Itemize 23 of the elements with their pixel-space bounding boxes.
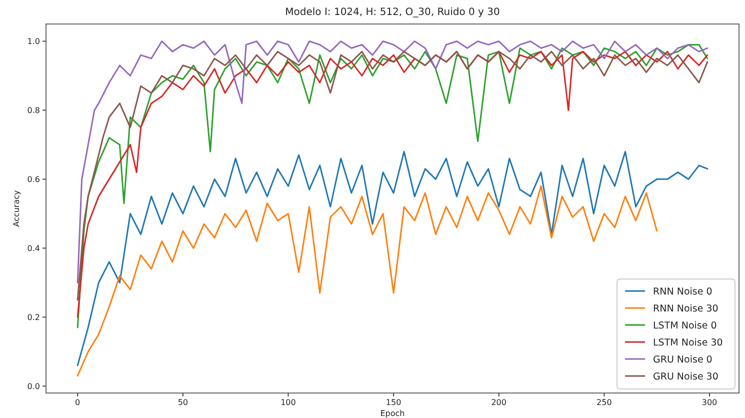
chart-title: Modelo I: 1024, H: 512, O_30, Ruido 0 y 30 <box>285 7 500 18</box>
x-tick-label: 50 <box>178 398 188 407</box>
x-tick-label: 250 <box>596 398 612 407</box>
x-axis-title: Epoch <box>380 409 405 418</box>
y-tick-label: 0.6 <box>27 175 40 184</box>
y-tick-label: 0.8 <box>27 106 40 116</box>
legend-label: RNN Noise 30 <box>653 304 718 314</box>
legend-label: GRU Noise 30 <box>653 372 718 382</box>
x-tick-label: 150 <box>386 398 402 407</box>
y-tick-label: 0.4 <box>27 244 40 254</box>
legend-label: RNN Noise 0 <box>653 286 712 298</box>
y-tick-label: 1.0 <box>27 37 40 46</box>
legend-label: LSTM Noise 30 <box>653 338 723 348</box>
x-tick-label: 300 <box>702 398 718 407</box>
y-axis-title: Accuracy <box>12 190 21 227</box>
y-tick-label: 0.2 <box>27 313 40 322</box>
x-tick-label: 200 <box>491 398 507 407</box>
legend-label: LSTM Noise 0 <box>653 320 717 332</box>
line-series <box>76 150 708 366</box>
x-tick-label: 0 <box>75 398 80 407</box>
x-tick-label: 100 <box>280 398 296 407</box>
legend-label: GRU Noise 0 <box>653 354 712 366</box>
y-tick-label: 0.0 <box>27 382 40 392</box>
